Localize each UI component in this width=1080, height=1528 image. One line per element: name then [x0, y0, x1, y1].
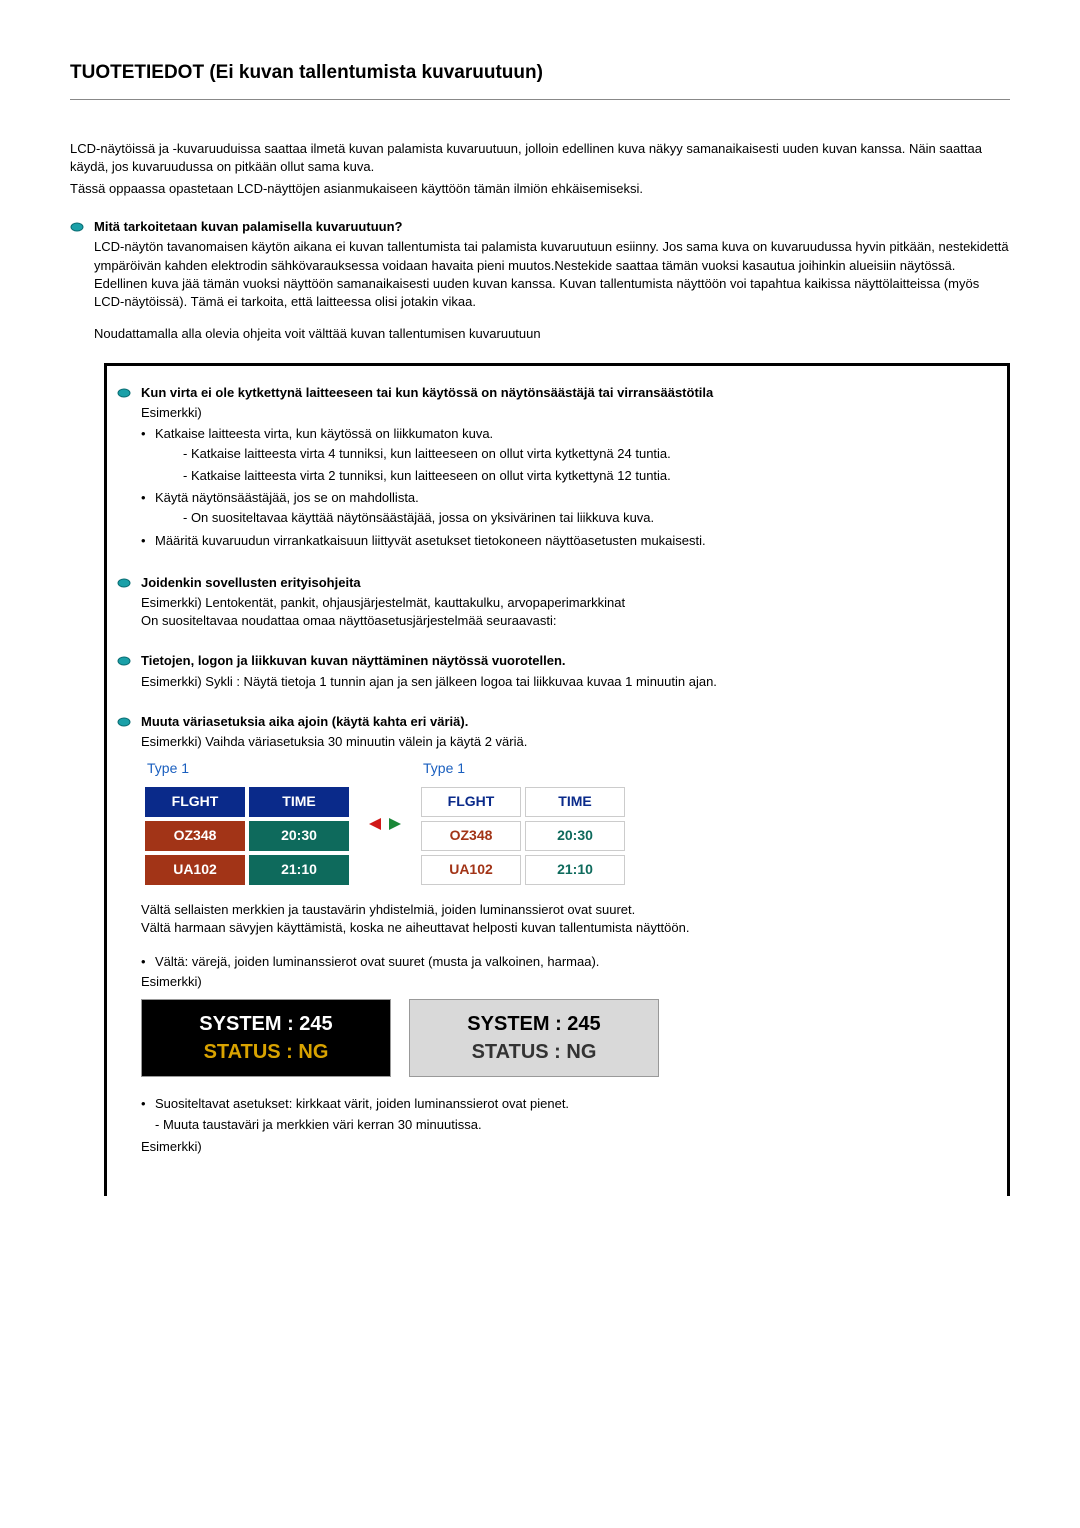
guidelines-box: Kun virta ei ole kytkettynä laitteeseen …: [104, 363, 1010, 1196]
b4-rec-li: Suositeltavat asetukset: kirkkaat värit,…: [141, 1095, 985, 1133]
b1-li2a: - On suositeltavaa käyttää näytönsäästäj…: [155, 509, 985, 527]
system-box-light: SYSTEM : 245 STATUS : NG: [409, 999, 659, 1077]
b4-ex2: Esimerkki): [141, 973, 985, 991]
b4-heading: Muuta väriasetuksia aika ajoin (käytä ka…: [141, 713, 985, 731]
sys-light-l2: STATUS : NG: [472, 1038, 597, 1066]
type2-label: Type 1: [417, 759, 629, 779]
t2-r2c2: 21:10: [525, 855, 625, 885]
system-box-dark: SYSTEM : 245 STATUS : NG: [141, 999, 391, 1077]
t1-r1c2: 20:30: [249, 821, 349, 851]
teal-bullet-icon: [117, 384, 141, 400]
teal-bullet-icon: [117, 652, 141, 668]
b4-l1: Esimerkki) Vaihda väriasetuksia 30 minuu…: [141, 733, 985, 751]
teal-bullet-icon: [117, 574, 141, 590]
t1-th2: TIME: [249, 787, 349, 817]
flight-table-type2: FLGHTTIME OZ34820:30 UA10221:10: [417, 783, 629, 889]
b2-l2: On suositeltavaa noudattaa omaa näyttöas…: [141, 612, 985, 630]
b4-ex3: Esimerkki): [141, 1138, 985, 1156]
s1-follow: Noudattamalla alla olevia ohjeita voit v…: [94, 325, 1010, 343]
b3-l1: Esimerkki) Sykli : Näytä tietoja 1 tunni…: [141, 673, 985, 691]
sys-dark-l2: STATUS : NG: [204, 1038, 329, 1066]
b4-after1: Vältä sellaisten merkkien ja taustavärin…: [141, 901, 985, 919]
b1-li3: Määritä kuvaruudun virrankatkaisuun liit…: [141, 532, 985, 550]
sys-light-l1: SYSTEM : 245: [467, 1010, 600, 1038]
b1-li1-text: Katkaise laitteesta virta, kun käytössä …: [155, 426, 493, 441]
page-title: TUOTETIEDOT (Ei kuvan tallentumista kuva…: [70, 60, 1010, 100]
swap-arrows-icon: [367, 816, 403, 832]
type1-block: Type 1 FLGHTTIME OZ34820:30 UA10221:10: [141, 759, 353, 889]
t1-th1: FLGHT: [145, 787, 245, 817]
b1-li1: Katkaise laitteesta virta, kun käytössä …: [141, 425, 985, 486]
t2-r1c2: 20:30: [525, 821, 625, 851]
intro-p2: Tässä oppaassa opastetaan LCD-näyttöjen …: [70, 180, 1010, 198]
s1-heading: Mitä tarkoitetaan kuvan palamisella kuva…: [94, 218, 1010, 236]
box-section-apps: Joidenkin sovellusten erityisohjeita Esi…: [117, 574, 985, 631]
teal-bullet-icon: [117, 713, 141, 729]
b1-li1a: - Katkaise laitteesta virta 4 tunniksi, …: [155, 445, 985, 463]
t2-r1c1: OZ348: [421, 821, 521, 851]
b1-heading: Kun virta ei ole kytkettynä laitteeseen …: [141, 384, 985, 402]
t1-r2c1: UA102: [145, 855, 245, 885]
b2-l1: Esimerkki) Lentokentät, pankit, ohjausjä…: [141, 594, 985, 612]
t1-r1c1: OZ348: [145, 821, 245, 851]
t1-r2c2: 21:10: [249, 855, 349, 885]
type2-block: Type 1 FLGHTTIME OZ34820:30 UA10221:10: [417, 759, 629, 889]
teal-bullet-icon: [70, 218, 94, 234]
intro-p1: LCD-näytöissä ja -kuvaruuduissa saattaa …: [70, 140, 1010, 176]
section-what-is: Mitä tarkoitetaan kuvan palamisella kuva…: [70, 218, 1010, 343]
b1-li2-text: Käytä näytönsäästäjää, jos se on mahdoll…: [155, 490, 419, 505]
t2-th1: FLGHT: [421, 787, 521, 817]
type-tables-row: Type 1 FLGHTTIME OZ34820:30 UA10221:10 T…: [141, 759, 985, 889]
b4-rec-text: Suositeltavat asetukset: kirkkaat värit,…: [155, 1096, 569, 1111]
type1-label: Type 1: [141, 759, 353, 779]
b2-heading: Joidenkin sovellusten erityisohjeita: [141, 574, 985, 592]
box-section-colors: Muuta väriasetuksia aika ajoin (käytä ka…: [117, 713, 985, 1156]
system-boxes-row: SYSTEM : 245 STATUS : NG SYSTEM : 245 ST…: [141, 999, 985, 1077]
b4-avoid-li: Vältä: värejä, joiden luminanssierot ova…: [141, 953, 985, 971]
box-section-power: Kun virta ei ole kytkettynä laitteeseen …: [117, 384, 985, 552]
b3-heading: Tietojen, logon ja liikkuvan kuvan näytt…: [141, 652, 985, 670]
flight-table-type1: FLGHTTIME OZ34820:30 UA10221:10: [141, 783, 353, 889]
b1-li2: Käytä näytönsäästäjää, jos se on mahdoll…: [141, 489, 985, 527]
s1-body: LCD-näytön tavanomaisen käytön aikana ei…: [94, 238, 1010, 311]
b1-li1b: - Katkaise laitteesta virta 2 tunniksi, …: [155, 467, 985, 485]
intro-block: LCD-näytöissä ja -kuvaruuduissa saattaa …: [70, 140, 1010, 199]
sys-dark-l1: SYSTEM : 245: [199, 1010, 332, 1038]
box-section-rotate: Tietojen, logon ja liikkuvan kuvan näytt…: [117, 652, 985, 690]
b1-example-label: Esimerkki): [141, 404, 985, 422]
t2-th2: TIME: [525, 787, 625, 817]
b4-after2: Vältä harmaan sävyjen käyttämistä, koska…: [141, 919, 985, 937]
b4-rec-sub: - Muuta taustaväri ja merkkien väri kerr…: [155, 1116, 985, 1134]
t2-r2c1: UA102: [421, 855, 521, 885]
